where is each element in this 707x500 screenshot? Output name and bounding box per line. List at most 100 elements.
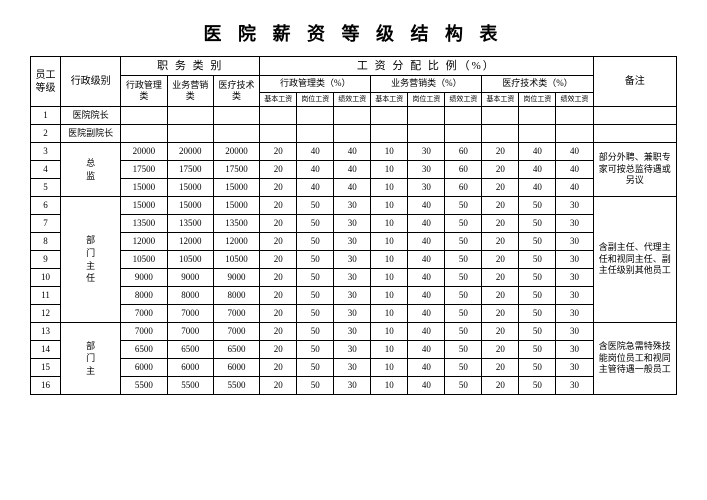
data-cell: 20: [482, 287, 519, 305]
data-cell: 20: [260, 251, 297, 269]
data-cell: 40: [408, 269, 445, 287]
data-cell: 20: [482, 377, 519, 395]
data-cell: 10500: [121, 251, 167, 269]
data-cell: 30: [556, 377, 593, 395]
data-cell: 10: [371, 143, 408, 161]
data-cell: 50: [297, 251, 334, 269]
data-cell: 10: [371, 269, 408, 287]
data-cell: 50: [297, 197, 334, 215]
data-cell: [297, 125, 334, 143]
data-cell: 30: [556, 287, 593, 305]
data-cell: 50: [445, 251, 482, 269]
data-cell: 9000: [167, 269, 213, 287]
data-cell: [297, 107, 334, 125]
hdr-jobcol: 业务营销类: [167, 76, 213, 107]
data-cell: 50: [519, 323, 556, 341]
data-cell: 30: [334, 233, 371, 251]
data-cell: [334, 125, 371, 143]
data-cell: 50: [297, 287, 334, 305]
data-cell: 5500: [121, 377, 167, 395]
data-cell: [213, 125, 259, 143]
data-cell: 20: [260, 287, 297, 305]
data-cell: 20: [482, 251, 519, 269]
data-cell: 50: [297, 341, 334, 359]
data-cell: 40: [408, 287, 445, 305]
data-cell: 7000: [121, 305, 167, 323]
data-cell: 20: [260, 323, 297, 341]
data-cell: 30: [334, 341, 371, 359]
data-cell: 20: [260, 305, 297, 323]
data-cell: 20: [482, 359, 519, 377]
level-cell: 4: [31, 161, 61, 179]
data-cell: 12000: [213, 233, 259, 251]
data-cell: [167, 125, 213, 143]
data-cell: [371, 125, 408, 143]
data-cell: 7000: [167, 323, 213, 341]
data-cell: [408, 125, 445, 143]
data-cell: 40: [408, 323, 445, 341]
data-cell: 15000: [213, 197, 259, 215]
data-cell: 7000: [121, 323, 167, 341]
hdr-jobcol: 医疗技术类: [213, 76, 259, 107]
data-cell: 50: [519, 341, 556, 359]
hdr-sub: 绩效工资: [445, 92, 482, 106]
data-cell: [167, 107, 213, 125]
data-cell: 6000: [213, 359, 259, 377]
table-row: 4175001750017500204040103060204040: [31, 161, 677, 179]
hdr-sub: 基本工资: [260, 92, 297, 106]
data-cell: 50: [519, 215, 556, 233]
rank-cell: 部门主任: [61, 197, 121, 323]
data-cell: 50: [297, 305, 334, 323]
data-cell: 10: [371, 305, 408, 323]
data-cell: 50: [297, 233, 334, 251]
hdr-adminrank: 行政级别: [61, 57, 121, 107]
data-cell: 20: [260, 179, 297, 197]
table-row: 9105001050010500205030104050205030: [31, 251, 677, 269]
data-cell: 50: [445, 359, 482, 377]
data-cell: 7000: [167, 305, 213, 323]
data-cell: 10: [371, 341, 408, 359]
table-head: 员工等级 行政级别 职 务 类 别 工 资 分 配 比 例（%） 备注 行政管理…: [31, 57, 677, 107]
data-cell: 30: [334, 287, 371, 305]
data-cell: 13500: [121, 215, 167, 233]
data-cell: 20: [482, 179, 519, 197]
data-cell: 8000: [213, 287, 259, 305]
data-cell: 50: [445, 215, 482, 233]
data-cell: 5500: [167, 377, 213, 395]
table-row: 1医院院长: [31, 107, 677, 125]
data-cell: 20000: [167, 143, 213, 161]
data-cell: 10500: [167, 251, 213, 269]
data-cell: [445, 107, 482, 125]
data-cell: [260, 125, 297, 143]
data-cell: 50: [519, 197, 556, 215]
data-cell: 40: [297, 161, 334, 179]
level-cell: 6: [31, 197, 61, 215]
data-cell: 30: [556, 215, 593, 233]
data-cell: [408, 107, 445, 125]
rank-cell: 医院副院长: [61, 125, 121, 143]
table-row: 13部门主700070007000205030104050205030含医院急需…: [31, 323, 677, 341]
data-cell: 20: [482, 233, 519, 251]
data-cell: 50: [519, 233, 556, 251]
hdr-sub: 岗位工资: [408, 92, 445, 106]
data-cell: 50: [297, 269, 334, 287]
data-cell: 20: [482, 341, 519, 359]
data-cell: 20: [260, 197, 297, 215]
salary-table: 员工等级 行政级别 职 务 类 别 工 资 分 配 比 例（%） 备注 行政管理…: [30, 56, 677, 395]
data-cell: [519, 125, 556, 143]
data-cell: 40: [408, 377, 445, 395]
data-cell: 10500: [213, 251, 259, 269]
data-cell: 15000: [213, 179, 259, 197]
hdr-paydist: 工 资 分 配 比 例（%）: [260, 57, 593, 76]
level-cell: 16: [31, 377, 61, 395]
data-cell: 50: [519, 377, 556, 395]
data-cell: 30: [334, 323, 371, 341]
remark-cell: 部分外聘、兼职专家可按总监待遇或另议: [593, 143, 676, 197]
data-cell: 13500: [167, 215, 213, 233]
data-cell: 10: [371, 215, 408, 233]
hdr-level: 员工等级: [31, 57, 61, 107]
hdr-jobcat: 职 务 类 别: [121, 57, 260, 76]
data-cell: 30: [556, 233, 593, 251]
hdr-sub: 基本工资: [482, 92, 519, 106]
data-cell: 10: [371, 287, 408, 305]
